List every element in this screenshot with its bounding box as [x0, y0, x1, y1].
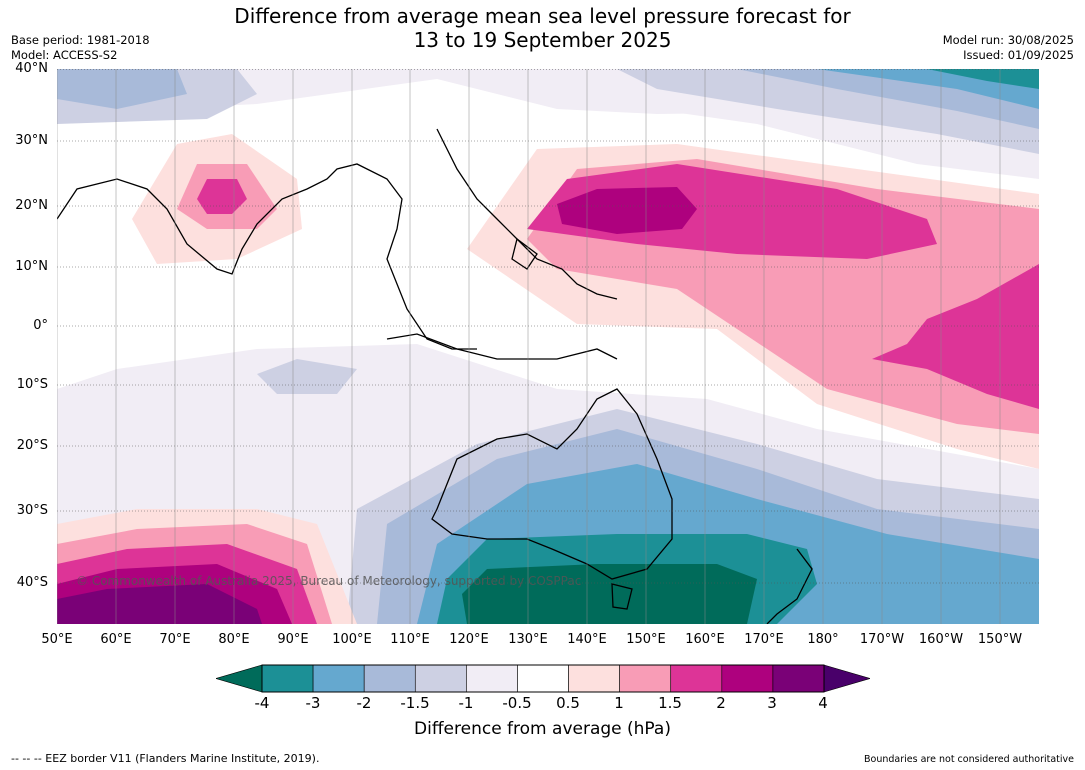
model-run: Model run: 30/08/2025	[942, 33, 1074, 47]
colorbar-tick: -3	[305, 694, 321, 712]
colorbar-tick: -4	[254, 694, 270, 712]
lon-label: 70°E	[159, 632, 191, 647]
colorbar-cell	[312, 664, 365, 693]
colorbar-cell	[414, 664, 467, 693]
colorbar-cell	[721, 664, 774, 693]
issued-date: Issued: 01/09/2025	[963, 48, 1074, 62]
colorbar-cell	[772, 664, 825, 693]
lat-label: 30°N	[15, 133, 48, 148]
run-info: Model run: 30/08/2025 Issued: 01/09/2025	[943, 33, 1074, 63]
colorbar-cell	[619, 664, 672, 693]
lat-label: 10°S	[16, 377, 48, 392]
colorbar-tick: 3	[767, 694, 777, 712]
colorbar-tick: 4	[818, 694, 828, 712]
lat-label: 20°N	[15, 198, 48, 213]
colorbar-cell	[261, 664, 314, 693]
lon-label: 120°E	[449, 632, 489, 647]
lat-label: 20°S	[16, 438, 48, 453]
base-period: Base period: 1981-2018	[11, 33, 150, 47]
colorbar-tick: -1.5	[400, 694, 430, 712]
lat-label: 10°N	[15, 259, 48, 274]
lon-label: 180°	[807, 632, 839, 647]
colorbar-label: Difference from average (hPa)	[414, 719, 671, 739]
lon-label: 100°E	[332, 632, 372, 647]
colorbar-tick: 1.5	[658, 694, 682, 712]
colorbar-tick: -0.5	[502, 694, 532, 712]
model-name: Model: ACCESS-S2	[11, 48, 118, 62]
lon-label: 160°W	[918, 632, 964, 647]
colorbar-extend-high	[823, 664, 870, 693]
colorbar-extend-low	[216, 664, 263, 693]
colorbar-cell	[466, 664, 518, 693]
colorbar	[216, 664, 870, 693]
colorbar-tick: 1	[614, 694, 624, 712]
lon-label: 130°E	[508, 632, 548, 647]
boundary-disclaimer: Boundaries are not considered authoritat…	[864, 754, 1074, 765]
eez-note: -- -- -- EEZ border V11 (Flanders Marine…	[11, 752, 320, 765]
lon-label: 110°E	[390, 632, 430, 647]
anomaly-contours	[57, 69, 1039, 624]
colorbar-frame	[261, 664, 825, 693]
lat-label: 40°S	[16, 575, 48, 590]
colorbar-cell	[568, 664, 620, 693]
colorbar-tick: 2	[716, 694, 726, 712]
lon-label: 150°E	[626, 632, 666, 647]
colorbar-cells	[216, 664, 870, 693]
lon-label: 60°E	[100, 632, 132, 647]
lon-label: 170°W	[859, 632, 905, 647]
lon-label: 160°E	[685, 632, 725, 647]
lat-label: 40°N	[15, 61, 48, 76]
map-title: Difference from average mean sea level p…	[0, 4, 1085, 52]
colorbar-tick: 0.5	[556, 694, 580, 712]
lat-label: 0°	[33, 318, 48, 333]
pressure-anomaly-map	[57, 69, 1039, 624]
lon-label: 150°W	[977, 632, 1023, 647]
lon-label: 140°E	[567, 632, 607, 647]
model-info: Base period: 1981-2018 Model: ACCESS-S2	[11, 33, 150, 63]
colorbar-tick: -1	[458, 694, 474, 712]
colorbar-cell	[517, 664, 569, 693]
colorbar-tick: -2	[356, 694, 372, 712]
title-line-2: 13 to 19 September 2025	[413, 28, 672, 52]
title-line-1: Difference from average mean sea level p…	[234, 4, 851, 28]
colorbar-cell	[670, 664, 723, 693]
lat-label: 30°S	[16, 503, 48, 518]
lon-label: 80°E	[218, 632, 250, 647]
lon-label: 90°E	[277, 632, 309, 647]
meridians	[57, 69, 1001, 624]
colorbar-cell	[363, 664, 416, 693]
lon-label: 170°E	[744, 632, 784, 647]
copyright-notice: © Commonwealth of Australia 2025, Bureau…	[76, 574, 582, 588]
lon-label: 50°E	[41, 632, 73, 647]
